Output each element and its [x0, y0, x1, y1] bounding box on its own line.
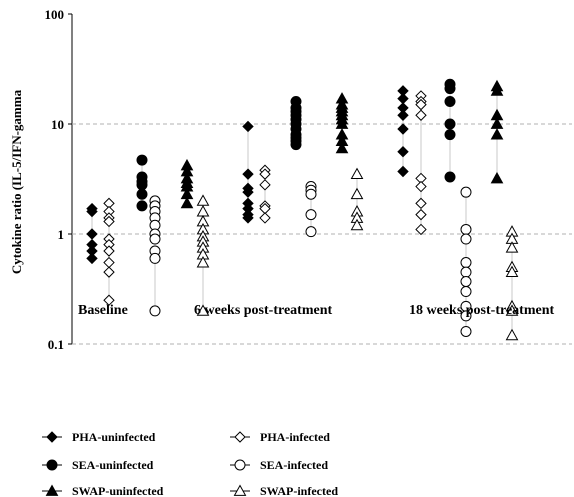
sea-infected-point — [460, 286, 472, 298]
sea-uninfected-point — [444, 83, 456, 95]
sea-infected-point — [305, 188, 317, 200]
y-tick-labels: 0.1 1 10 100 — [45, 7, 72, 352]
y-tick-label: 100 — [45, 7, 65, 22]
sea-infected-point — [460, 266, 472, 278]
legend-label: SEA-infected — [260, 458, 328, 472]
group-labels: Baseline 6 weeks post-treatment 18 weeks p… — [78, 303, 554, 318]
legend-marker — [46, 459, 58, 471]
sea-infected-point — [460, 223, 472, 235]
pha-uninfected-point — [397, 92, 409, 105]
sea-uninfected-point — [290, 139, 302, 151]
swap-infected-point — [350, 218, 364, 231]
legend: PHA-uninfected PHA-infected SEA-uninfected… — [42, 430, 338, 497]
sea-infected-point — [460, 310, 472, 322]
y-axis-label: Cytokine ratio (IL-5/IFN-gamma — [9, 89, 24, 274]
pha-infected-point — [415, 223, 427, 236]
gridlines — [72, 123, 572, 345]
legend-marker — [234, 431, 246, 443]
pha-infected-point — [103, 266, 115, 278]
swap-uninfected-point — [335, 141, 349, 154]
sea-uninfected-point — [444, 171, 456, 183]
pha-uninfected-point — [397, 165, 409, 178]
sea-uninfected-point — [136, 154, 148, 166]
sea-infected-point — [460, 186, 472, 198]
sea-infected-point — [460, 325, 472, 337]
swap-infected-point — [196, 304, 210, 316]
swap-infected-point — [350, 187, 364, 200]
swap-infected-point — [196, 194, 210, 206]
sea-infected-point — [149, 305, 161, 317]
swap-uninfected-point — [490, 171, 504, 184]
legend-marker — [46, 431, 58, 443]
swap-infected-point — [505, 328, 519, 341]
swap-infected-point — [505, 241, 519, 253]
pha-infected-point — [415, 197, 427, 210]
pha-uninfected-point — [397, 145, 409, 158]
pha-uninfected-point — [242, 120, 254, 133]
pha-uninfected-point — [397, 109, 409, 121]
swap-infected-point — [505, 304, 519, 316]
sea-infected-point — [460, 257, 472, 269]
sea-uninfected-point — [444, 129, 456, 141]
sea-infected-point — [149, 233, 161, 245]
group-label: 18 weeks post-treatment — [409, 303, 554, 318]
sea-uninfected-point — [136, 179, 148, 191]
pha-uninfected-point — [242, 168, 254, 180]
pha-infected-point — [259, 212, 271, 224]
pha-uninfected-point — [242, 186, 254, 198]
pha-uninfected-point — [86, 205, 98, 218]
y-tick-label: 10 — [51, 117, 64, 132]
sea-uninfected-point — [136, 200, 148, 212]
legend-label: PHA-uninfected — [72, 430, 156, 444]
legend-marker — [233, 484, 247, 496]
pha-infected-point — [103, 245, 115, 257]
legend-marker — [45, 484, 59, 496]
pha-uninfected-point — [86, 228, 98, 240]
swap-uninfected-point — [490, 84, 504, 96]
legend-marker — [234, 459, 246, 471]
sea-infected-point — [460, 275, 472, 287]
legend-label: PHA-infected — [260, 430, 330, 444]
pha-infected-point — [103, 294, 115, 306]
pha-uninfected-point — [242, 212, 254, 224]
y-tick-label: 1 — [58, 227, 65, 242]
pha-uninfected-point — [86, 252, 98, 265]
swap-uninfected-point — [490, 128, 504, 140]
group-label: 6 weeks post-treatment — [194, 303, 332, 318]
pha-infected-point — [415, 180, 427, 193]
swap-infected-point — [505, 265, 519, 278]
pha-infected-point — [415, 208, 427, 221]
sea-infected-point — [460, 233, 472, 245]
pha-infected-point — [259, 179, 271, 191]
pha-infected-point — [103, 215, 115, 228]
legend-label: SEA-uninfected — [72, 458, 154, 472]
sea-infected-point — [149, 252, 161, 264]
swap-infected-point — [196, 256, 210, 268]
swap-infected-point — [350, 167, 364, 180]
data-markers — [86, 78, 519, 341]
y-tick-label: 0.1 — [48, 337, 64, 352]
legend-label: SWAP-uninfected — [72, 484, 164, 497]
pha-uninfected-point — [397, 123, 409, 135]
sea-uninfected-point — [444, 118, 456, 130]
sea-infected-point — [305, 226, 317, 238]
group-label: Baseline — [78, 303, 128, 318]
pha-infected-point — [103, 256, 115, 269]
sea-uninfected-point — [444, 96, 456, 108]
swap-uninfected-point — [180, 196, 194, 209]
swap-infected-point — [196, 205, 210, 217]
pha-infected-point — [415, 109, 427, 121]
sea-infected-point — [305, 209, 317, 221]
sea-uninfected-point — [136, 188, 148, 200]
legend-label: SWAP-infected — [260, 484, 338, 497]
